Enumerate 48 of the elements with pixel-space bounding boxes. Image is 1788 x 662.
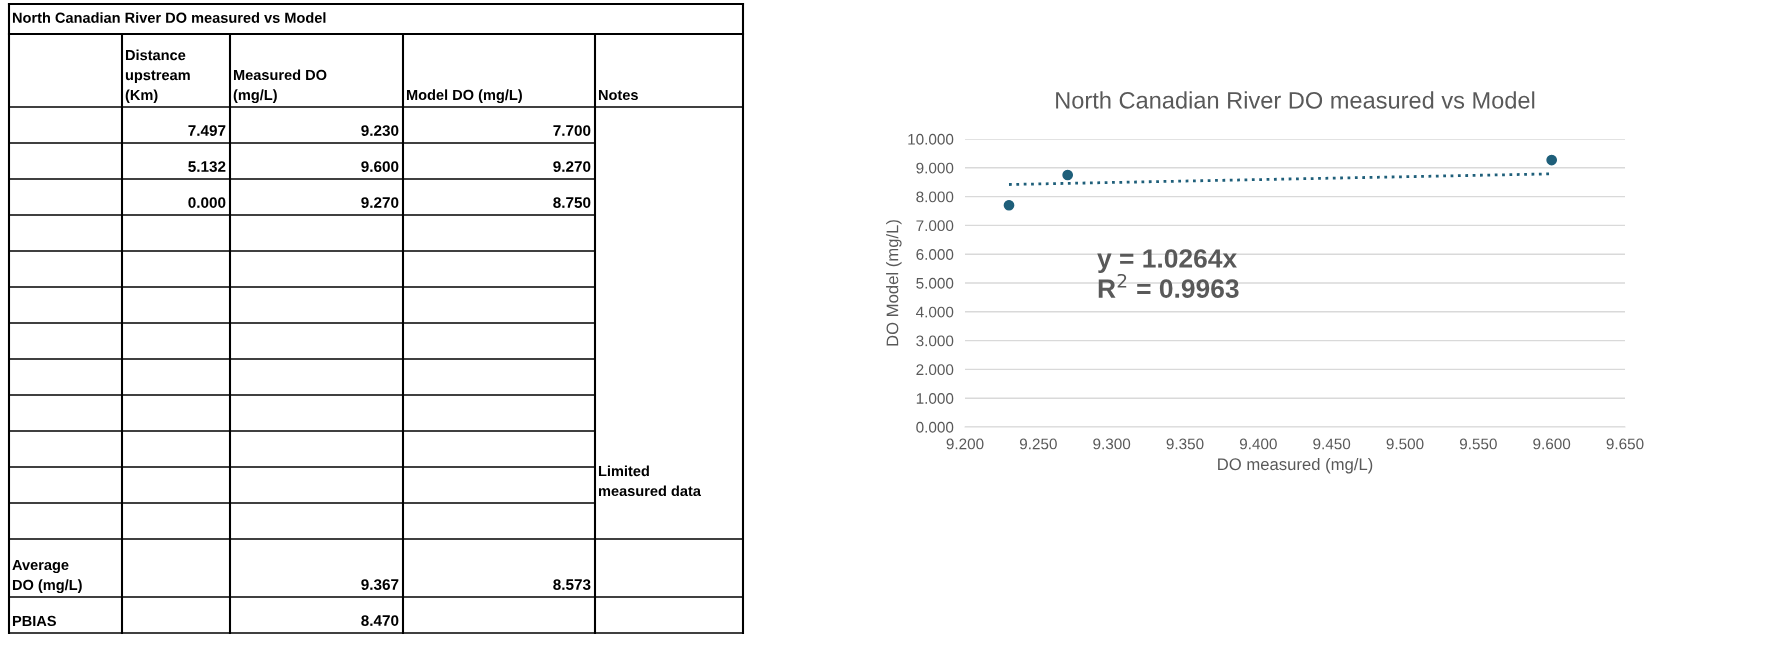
point bbox=[1546, 154, 1558, 166]
text: Average DO (mg/L) bbox=[12, 559, 82, 593]
x-axis-title: DO measured (mg/L) bbox=[1218, 457, 1373, 474]
point bbox=[1003, 199, 1015, 211]
text: 9.270 bbox=[553, 161, 591, 172]
x-tick-label: 9.300 bbox=[1093, 438, 1131, 450]
text: Notes bbox=[598, 89, 638, 101]
x-tick-label: 9.200 bbox=[946, 438, 984, 450]
y-tick-label: 7.000 bbox=[916, 220, 954, 232]
text: 9.600 bbox=[361, 161, 399, 172]
y-tick-label: 4.000 bbox=[916, 306, 954, 318]
x-tick-label: 9.450 bbox=[1313, 438, 1351, 450]
y-tick-label: 3.000 bbox=[916, 335, 954, 347]
text: Measured DO (mg/L) bbox=[233, 69, 327, 103]
point bbox=[1062, 169, 1074, 181]
text: PBIAS bbox=[12, 615, 56, 627]
text: 8.470 bbox=[361, 615, 399, 626]
chart-title: North Canadian River DO measured vs Model bbox=[1056, 91, 1535, 109]
y-tick-label: 9.000 bbox=[916, 162, 954, 174]
x-tick-label: 9.650 bbox=[1606, 438, 1644, 450]
text: 9.270 bbox=[361, 197, 399, 208]
x-tick-label: 9.550 bbox=[1459, 438, 1497, 450]
text: 7.700 bbox=[553, 125, 591, 136]
x-tick-label: 9.500 bbox=[1386, 438, 1424, 450]
y-tick-label: 10.000 bbox=[908, 133, 954, 145]
text: 0.000 bbox=[188, 197, 226, 208]
y-tick-label: 8.000 bbox=[916, 191, 954, 203]
y-tick-label: 0.000 bbox=[916, 421, 954, 433]
x-tick-label: 9.400 bbox=[1239, 438, 1277, 450]
text: 7.497 bbox=[188, 125, 226, 136]
y-tick-label: 1.000 bbox=[916, 393, 954, 404]
x-tick-label: 9.250 bbox=[1019, 438, 1057, 450]
y-tick-label: 5.000 bbox=[916, 277, 954, 289]
x-tick-label: 9.350 bbox=[1166, 438, 1204, 450]
y-axis-title: DO Model (mg/L) bbox=[886, 220, 902, 346]
text: 9.230 bbox=[361, 125, 399, 136]
x-tick-label: 9.600 bbox=[1533, 438, 1571, 450]
text: 8.750 bbox=[553, 197, 591, 208]
text: 8.573 bbox=[553, 579, 591, 590]
y-tick-label: 6.000 bbox=[916, 249, 954, 260]
annotation: y = 1.0264x R$^{2}$ = 0.9963 bbox=[1097, 249, 1239, 298]
text: Limited measured data bbox=[598, 465, 702, 497]
text: 5.132 bbox=[188, 161, 226, 172]
y-tick-label: 2.000 bbox=[916, 364, 954, 376]
text: Model DO (mg/L) bbox=[406, 89, 522, 103]
text: 9.367 bbox=[361, 579, 399, 590]
text: Distance upstream (Km) bbox=[125, 49, 190, 103]
text: North Canadian River DO measured vs Model bbox=[12, 12, 326, 23]
